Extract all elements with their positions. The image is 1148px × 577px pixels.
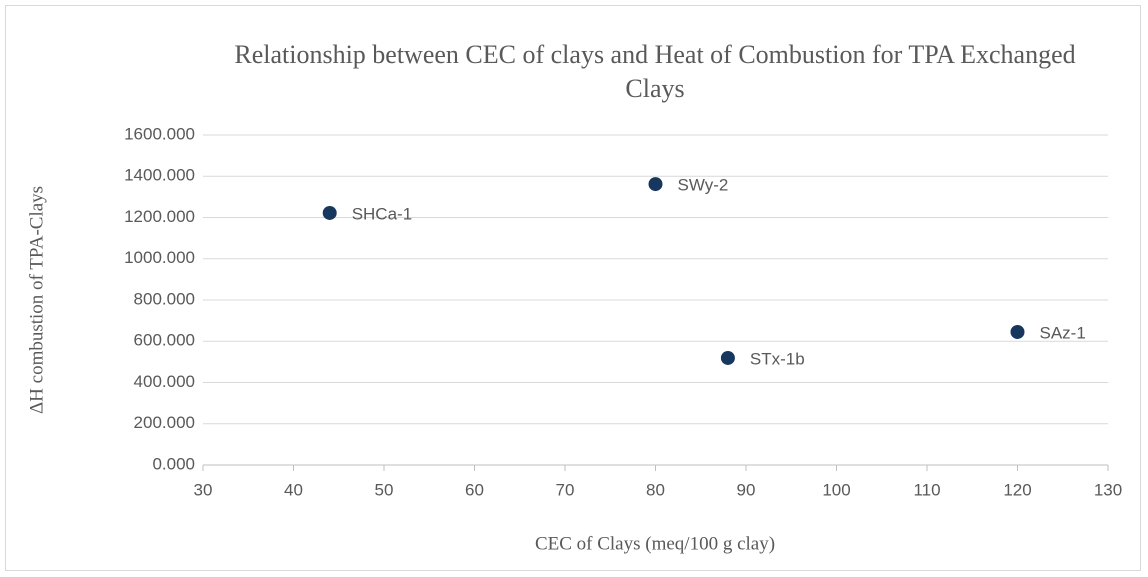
- y-tick-label: 0.000: [152, 454, 195, 473]
- y-tick-label: 1400.000: [124, 166, 195, 185]
- y-tick-label: 800.000: [134, 289, 195, 308]
- x-tick-label: 100: [822, 480, 850, 499]
- y-tick-label: 600.000: [134, 331, 195, 350]
- y-tick-label: 1200.000: [124, 207, 195, 226]
- x-tick-label: 70: [556, 480, 575, 499]
- x-tick-label: 30: [194, 480, 213, 499]
- chart-title: Relationship between CEC of clays and He…: [234, 40, 1076, 103]
- x-tick-label: 80: [646, 480, 665, 499]
- point: [322, 205, 337, 220]
- point-label: STx-1b: [750, 349, 805, 368]
- point: [720, 350, 735, 365]
- x-axis-label: CEC of Clays (meq/100 g clay): [535, 533, 775, 554]
- x-tick-label: 60: [465, 480, 484, 499]
- y-tick-label: 400.000: [134, 372, 195, 391]
- x-tick-label: 90: [737, 480, 756, 499]
- point: [648, 177, 663, 192]
- x-tick-label: 120: [1003, 480, 1031, 499]
- y-tick-label: 1600.000: [124, 124, 195, 143]
- chart-frame: [5, 5, 1141, 571]
- x-tick-label: 130: [1094, 480, 1122, 499]
- x-tick-label: 50: [375, 480, 394, 499]
- y-axis-label: ΔH combustion of TPA-Clays: [26, 186, 47, 414]
- x-tick-label: 110: [913, 480, 940, 499]
- point: [1010, 324, 1025, 339]
- point-label: SAz-1: [1040, 323, 1086, 342]
- x-tick-label: 40: [284, 480, 303, 499]
- point-label: SWy-2: [678, 176, 729, 195]
- y-tick-label: 1000.000: [124, 248, 195, 267]
- y-tick-label: 200.000: [134, 413, 195, 432]
- point-label: SHCa-1: [352, 204, 412, 223]
